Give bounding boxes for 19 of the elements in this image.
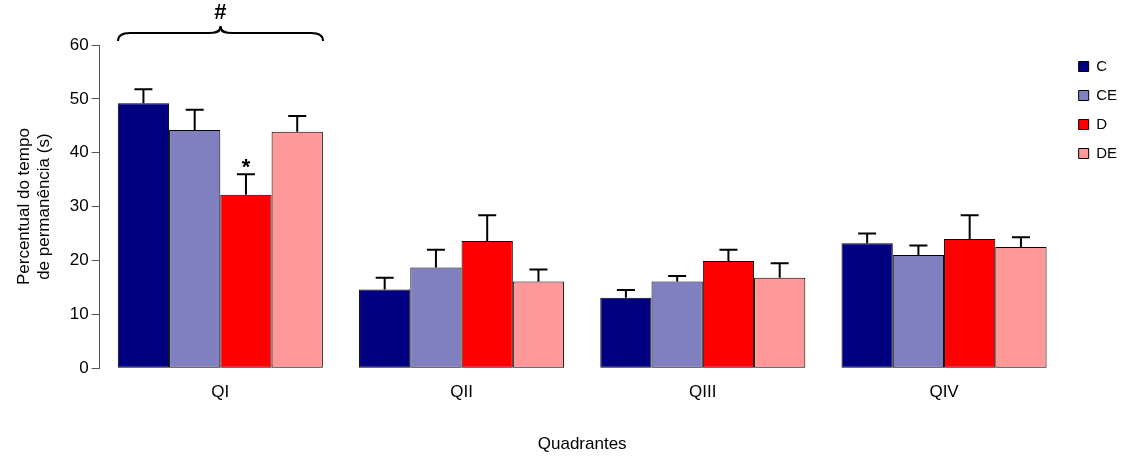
text: # <box>214 0 227 25</box>
x-tick-label: QIV <box>929 382 960 402</box>
legend-label: CE <box>1096 85 1118 103</box>
x-tick-label: QII <box>450 382 473 402</box>
y-tick-label: 10 <box>69 304 89 324</box>
y-tick-label: 20 <box>69 250 89 270</box>
y-tick-label: 30 <box>69 196 89 216</box>
annotation: * <box>241 153 251 179</box>
x-axis-title: Quadrantes <box>537 434 627 454</box>
y-tick-label: 60 <box>69 34 89 54</box>
legend-label: D <box>1096 114 1108 132</box>
y-tick-label: 50 <box>69 88 89 108</box>
x-tick-label: QI <box>211 382 230 402</box>
x-tick-label: QIII <box>689 382 717 402</box>
y-tick-label: 0 <box>79 357 89 377</box>
legend-label: C <box>1096 56 1108 74</box>
y-tick-label: 40 <box>69 142 89 162</box>
legend-label: DE <box>1096 143 1118 161</box>
y-axis-title: Percentual do tempo de permanência (s) <box>13 128 54 286</box>
